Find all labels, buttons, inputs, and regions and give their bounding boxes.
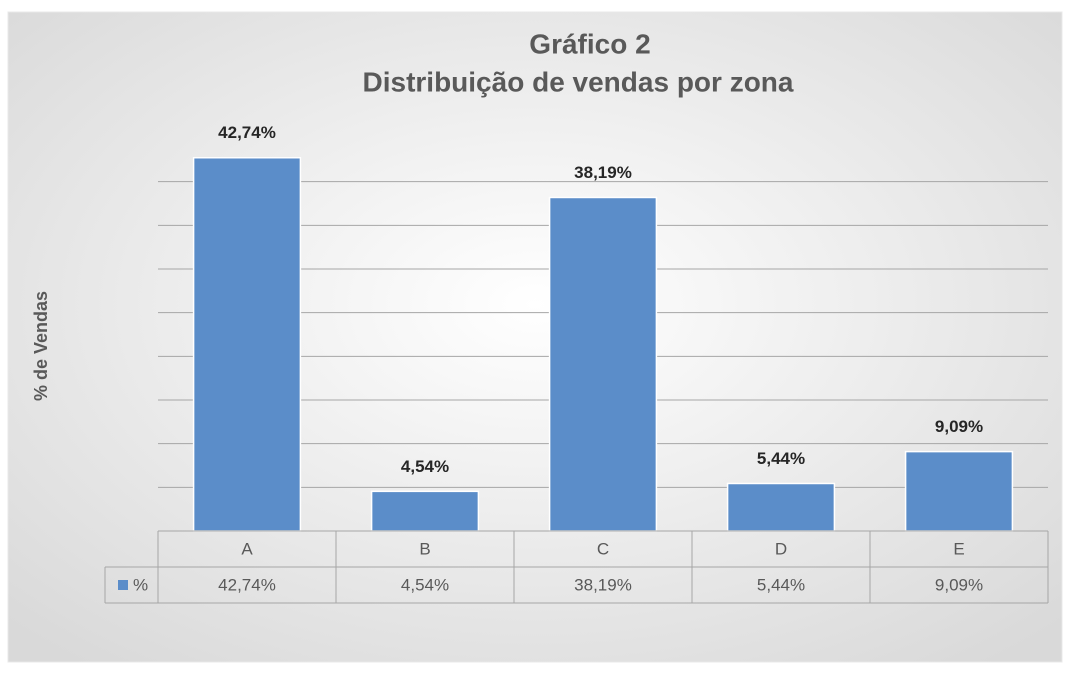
x-tick-label: D: [775, 539, 787, 558]
data-label: 38,19%: [574, 163, 632, 182]
data-label: 4,54%: [401, 457, 449, 476]
bar: [904, 450, 1014, 532]
table-value: 42,74%: [218, 575, 276, 594]
table-value: 5,44%: [757, 575, 805, 594]
table-value: 38,19%: [574, 575, 632, 594]
bar: [192, 156, 302, 532]
x-tick-label: C: [597, 539, 609, 558]
bar: [726, 482, 836, 532]
data-label: 5,44%: [757, 449, 805, 468]
table-value: 4,54%: [401, 575, 449, 594]
chart-title: Gráfico 2: [529, 28, 650, 59]
bar: [370, 490, 480, 532]
legend-swatch: [118, 580, 128, 590]
data-label: 9,09%: [935, 417, 983, 436]
x-tick-label: A: [241, 539, 253, 558]
chart-subtitle: Distribuição de vendas por zona: [363, 66, 794, 97]
bar: [548, 196, 658, 532]
table-value: 9,09%: [935, 575, 983, 594]
chart-background: [7, 11, 1063, 663]
data-label: 42,74%: [218, 123, 276, 142]
x-tick-label: B: [419, 539, 430, 558]
x-tick-label: E: [953, 539, 964, 558]
y-axis-label: % de Vendas: [31, 291, 51, 401]
legend-label: %: [133, 575, 148, 594]
